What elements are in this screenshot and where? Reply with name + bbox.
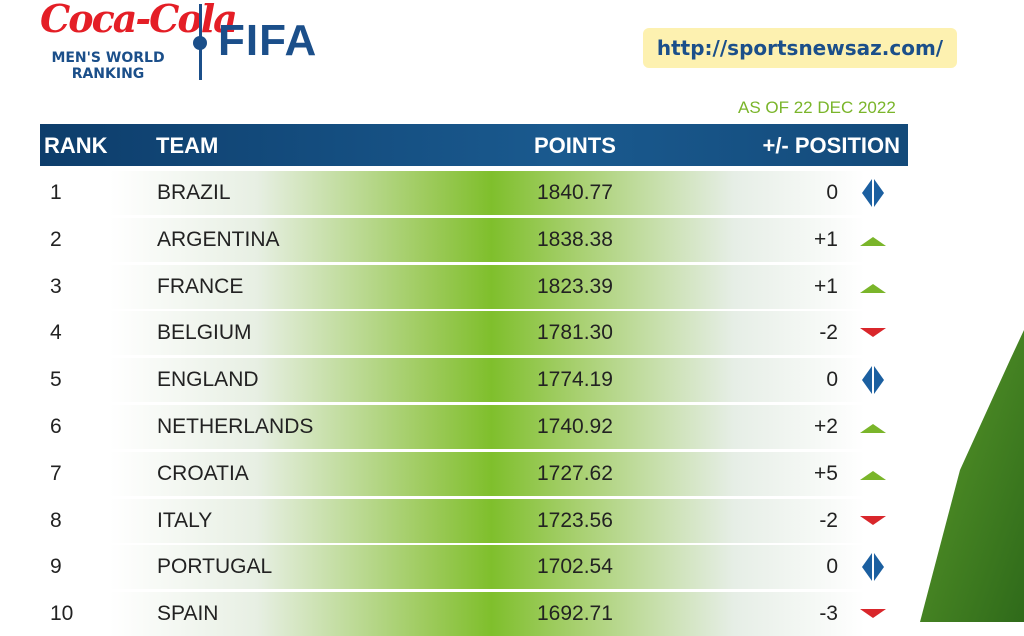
points: 1774.19	[537, 368, 613, 392]
team-name: ENGLAND	[157, 368, 259, 392]
arrow-up-icon	[860, 236, 886, 246]
points: 1838.38	[537, 227, 613, 251]
col-team: TEAM	[156, 133, 219, 158]
table-row: 5 ENGLAND 1774.19 0	[40, 358, 908, 403]
position-change: +5	[814, 461, 838, 485]
no-change-icon	[862, 553, 884, 582]
position-change: +1	[814, 274, 838, 298]
position-change: +2	[814, 415, 838, 438]
brand-logo: Coca‑Cola MEN'S WORLD RANKING FIFA	[38, 0, 338, 90]
table-row: 6 NETHERLANDS 1740.92 +2	[40, 405, 908, 449]
ranking-subtitle: MEN'S WORLD RANKING	[51, 50, 165, 82]
team-name: FRANCE	[157, 274, 244, 298]
rank: 4	[50, 321, 62, 345]
team-name: ITALY	[157, 508, 213, 532]
rank: 10	[50, 602, 74, 626]
position-change: -2	[819, 321, 838, 345]
no-change-icon	[862, 366, 884, 395]
arrow-down-icon	[860, 609, 886, 619]
position-change: 0	[826, 181, 838, 204]
divider-dot	[193, 36, 207, 50]
points: 1781.30	[537, 321, 613, 345]
position-change: -3	[819, 602, 838, 626]
rank: 9	[50, 555, 62, 579]
points: 1723.56	[537, 508, 613, 532]
table-row: 1 BRAZIL 1840.77 0	[40, 171, 908, 215]
table-row: 3 FRANCE 1823.39 +1	[40, 264, 908, 309]
rank: 1	[50, 181, 62, 204]
rank: 7	[50, 461, 62, 485]
col-rank: RANK	[44, 133, 108, 158]
fifa-logo: FIFA	[218, 16, 318, 65]
points: 1840.77	[537, 181, 613, 204]
table-row: 7 CROATIA 1727.62 +5	[40, 451, 908, 496]
as-of-date: AS OF 22 DEC 2022	[738, 98, 896, 117]
rank: 2	[50, 227, 62, 251]
points: 1702.54	[537, 555, 613, 579]
table-row: 10 SPAIN 1692.71 -3	[40, 592, 908, 636]
no-change-icon	[862, 179, 884, 207]
rank: 5	[50, 368, 62, 392]
team-name: BRAZIL	[157, 181, 231, 204]
arrow-down-icon	[860, 328, 886, 338]
col-points: POINTS	[534, 133, 616, 158]
points: 1692.71	[537, 602, 613, 626]
table-row: 4 BELGIUM 1781.30 -2	[40, 311, 908, 356]
position-change: 0	[826, 555, 838, 579]
position-change: 0	[826, 368, 838, 392]
rank: 6	[50, 415, 62, 438]
team-name: CROATIA	[157, 461, 249, 485]
points: 1823.39	[537, 274, 613, 298]
arrow-up-icon	[860, 470, 886, 480]
position-change: -2	[819, 508, 838, 532]
rank: 8	[50, 508, 62, 532]
team-name: ARGENTINA	[157, 227, 280, 251]
table-row: 2 ARGENTINA 1838.38 +1	[40, 217, 908, 262]
table-row: 9 PORTUGAL 1702.54 0	[40, 545, 908, 590]
col-change: +/- POSITION	[762, 133, 900, 158]
table-header: RANK TEAM POINTS +/- POSITION	[40, 124, 908, 166]
arrow-up-icon	[860, 283, 886, 293]
coca-cola-logo: Coca‑Cola	[40, 0, 238, 41]
points: 1740.92	[537, 415, 613, 438]
position-change: +1	[814, 227, 838, 251]
table-row: 8 ITALY 1723.56 -2	[40, 498, 908, 543]
rank: 3	[50, 274, 62, 298]
team-name: SPAIN	[157, 602, 219, 626]
team-name: PORTUGAL	[157, 555, 273, 579]
arrow-down-icon	[860, 515, 886, 525]
source-url[interactable]: http://sportsnewsaz.com/	[643, 28, 957, 68]
points: 1727.62	[537, 461, 613, 485]
team-name: NETHERLANDS	[157, 415, 314, 438]
arrow-up-icon	[860, 424, 886, 433]
team-name: BELGIUM	[157, 321, 252, 345]
